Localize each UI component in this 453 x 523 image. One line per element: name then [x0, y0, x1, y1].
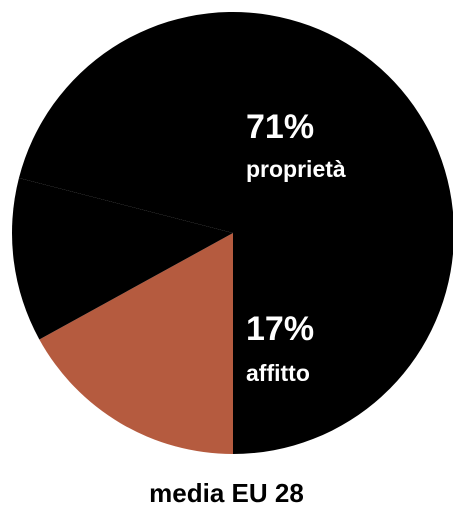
pie-slice-affitto	[39, 233, 234, 454]
pie-slices	[11, 12, 453, 454]
rent-percent-label: 17%	[246, 310, 315, 348]
chart-caption: media EU 28	[149, 478, 304, 508]
ownership-name-label: proprietà	[246, 156, 346, 182]
pie-slice-other	[11, 178, 234, 340]
rent-name-label: affitto	[246, 360, 310, 386]
pie-slice-propriet	[18, 12, 453, 454]
ownership-percent-label: 71%	[246, 108, 315, 146]
